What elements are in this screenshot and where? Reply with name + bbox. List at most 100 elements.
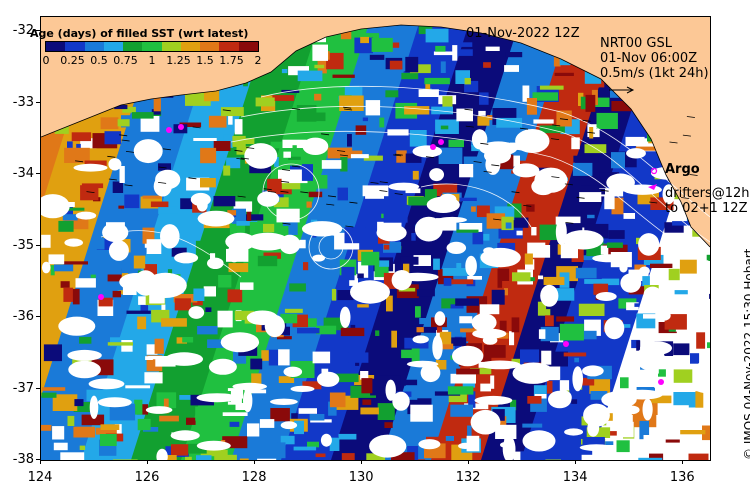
sst-patch — [174, 298, 191, 311]
argo-floats — [98, 124, 664, 385]
sst-patch — [200, 147, 217, 164]
sst-patch — [387, 129, 409, 136]
sst-patch — [464, 403, 489, 410]
sst-patch — [303, 262, 309, 271]
current-arrow — [480, 142, 489, 145]
current-arrows — [75, 106, 698, 228]
sst-patch — [329, 392, 346, 408]
current-arrow — [326, 203, 335, 206]
no-data-patch — [396, 272, 439, 282]
no-data-patch — [207, 257, 224, 269]
current-arrow — [394, 153, 403, 156]
current-arrow — [291, 165, 301, 168]
sst-patch — [208, 449, 228, 457]
current-arrow — [337, 150, 346, 152]
sst-patch — [651, 395, 672, 404]
lon-tick-label: 126 — [134, 470, 160, 485]
sst-patch — [218, 275, 232, 288]
no-data-patch — [196, 440, 231, 451]
no-data-patch — [670, 249, 698, 259]
sst-patch — [138, 296, 146, 305]
current-arrow — [565, 222, 574, 224]
lat-tick-label: -36 — [12, 309, 34, 325]
sst-patch — [524, 253, 533, 265]
no-data-patch — [458, 442, 473, 449]
colorbar-tick-label: 2 — [254, 54, 262, 67]
no-data-patch — [246, 232, 289, 251]
sst-patch — [559, 272, 570, 288]
current-arrow — [222, 109, 231, 112]
sst-patch — [504, 65, 519, 72]
sst-patch — [442, 96, 453, 111]
sst-patch — [140, 116, 160, 132]
no-data-patch — [406, 360, 439, 368]
sst-patch — [62, 214, 78, 221]
sst-patch — [146, 344, 158, 355]
sst-patch — [520, 451, 547, 460]
sst-patch — [433, 258, 440, 270]
sst-patch — [81, 414, 105, 426]
current-arrow — [339, 154, 349, 157]
sst-patch — [685, 226, 692, 238]
current-arrow — [576, 196, 585, 199]
current-arrow — [649, 201, 658, 204]
no-data-patch — [522, 430, 556, 452]
no-data-patch — [302, 221, 343, 237]
product-info: NRT00 GSL 01-Nov 06:00Z 0.5m/s (1kt 24h) — [600, 36, 709, 81]
sst-patch — [229, 421, 240, 427]
sst-patch — [185, 456, 192, 460]
no-data-patch — [693, 381, 710, 394]
sst-patch — [401, 349, 417, 359]
sst-patch — [158, 163, 171, 171]
sst-patch — [391, 452, 415, 460]
no-data-patch — [420, 363, 441, 383]
sst-patch — [383, 213, 408, 223]
colorbar-swatch — [123, 42, 143, 51]
sst-patch — [459, 316, 473, 324]
no-data-patch — [479, 360, 521, 370]
current-arrow — [344, 108, 353, 111]
current-arrow — [511, 191, 520, 194]
sst-patch — [250, 358, 263, 370]
no-data-patch — [392, 391, 410, 411]
colorbar-tick-label: 0.5 — [90, 54, 108, 67]
sst-patch — [307, 441, 319, 448]
lat-tick-label: -32 — [12, 23, 34, 39]
current-arrow — [686, 116, 695, 118]
sst-patch — [274, 157, 279, 167]
sst-patch — [634, 303, 640, 307]
product-name: NRT00 GSL — [600, 36, 672, 51]
sst-patch — [208, 115, 227, 128]
no-data-patch — [620, 273, 642, 293]
sst-patch — [53, 442, 68, 451]
current-arrow — [192, 126, 201, 129]
no-data-patch — [270, 398, 298, 405]
colorbar-swatch — [46, 42, 66, 51]
sst-patch — [596, 112, 618, 129]
sst-patch — [658, 369, 666, 377]
sst-patch — [155, 357, 176, 367]
map-date: 01-Nov-2022 12Z — [466, 26, 580, 41]
lat-tick-mark — [36, 459, 40, 460]
sst-patch — [532, 92, 558, 101]
sst-patch — [263, 223, 275, 233]
sst-patch — [581, 177, 601, 186]
sst-patch — [571, 399, 578, 404]
sst-patch — [484, 345, 506, 358]
drifter-legend-marker — [648, 184, 657, 190]
sst-patch — [171, 247, 187, 257]
no-data-patch — [643, 286, 662, 303]
sst-patch — [341, 453, 355, 460]
colorbar-title: Age (days) of filled SST (wrt latest) — [30, 27, 249, 40]
sst-patch — [398, 287, 416, 292]
sst-patch — [257, 255, 278, 267]
sst-patch — [495, 424, 517, 439]
sst-patch — [366, 453, 386, 460]
sst-patch — [73, 297, 96, 309]
sst-patch — [140, 299, 149, 313]
sst-patch — [391, 330, 397, 348]
no-data-patch — [97, 397, 132, 408]
sst-patch — [371, 37, 393, 52]
sst-patch — [636, 340, 641, 351]
lat-tick-mark — [36, 173, 40, 175]
